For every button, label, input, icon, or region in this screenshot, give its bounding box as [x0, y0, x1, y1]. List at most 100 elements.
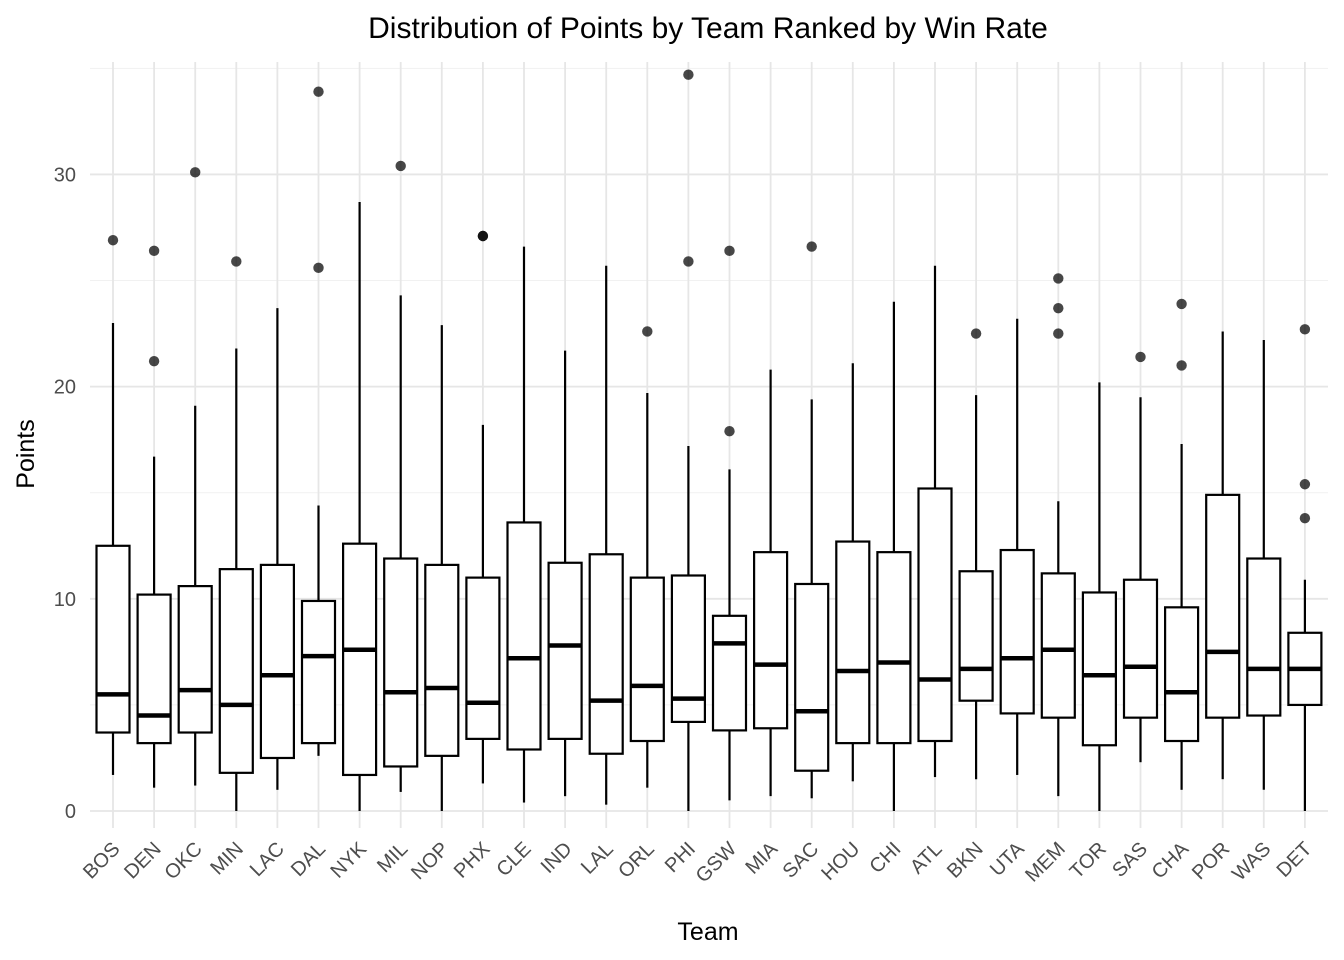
x-tick-label: DET [1273, 838, 1317, 882]
x-tick-label: BKN [943, 838, 988, 883]
outlier-point [1176, 298, 1187, 310]
iqr-box [752, 551, 789, 730]
box-nop [424, 325, 460, 812]
box-atl [917, 265, 953, 778]
box-phi [670, 69, 707, 812]
outlier-point [148, 355, 160, 367]
box-cha [1163, 298, 1200, 790]
iqr-box [1163, 606, 1200, 743]
iqr-box [465, 576, 501, 740]
x-tick-label: POR [1188, 838, 1234, 884]
box-por [1205, 331, 1241, 780]
x-tick-label: MIA [741, 838, 782, 879]
y-axis-title: Points [12, 419, 40, 488]
box-den [136, 245, 172, 788]
outlier-point [724, 426, 735, 437]
iqr-box [136, 593, 172, 745]
iqr-box [259, 563, 295, 760]
box-ind [547, 350, 583, 797]
x-tick-label: UTA [986, 838, 1029, 881]
box-bkn [958, 328, 994, 780]
x-tick-label: DEN [120, 838, 165, 883]
box-sac [794, 241, 830, 799]
box-min [218, 256, 254, 812]
outlier-point [190, 167, 201, 178]
box-okc [177, 167, 213, 786]
iqr-box [629, 576, 665, 743]
box-lal [588, 265, 624, 805]
box-mil [383, 160, 419, 792]
box-orl [629, 326, 665, 788]
outlier-point [1135, 351, 1146, 363]
iqr-box [917, 487, 953, 743]
box-tor [1081, 382, 1118, 812]
x-tick-label: WAS [1228, 838, 1275, 885]
box-nyk [342, 202, 378, 812]
x-tick-label: DAL [287, 838, 330, 881]
box-dal [300, 86, 337, 756]
box-chi [876, 301, 912, 812]
outlier-point [970, 328, 982, 339]
x-tick-label: MIL [373, 838, 412, 877]
x-tick-label: PHX [450, 838, 495, 883]
y-tick-label: 30 [54, 164, 76, 186]
x-tick-label: MIN [206, 838, 247, 879]
box-bos [95, 235, 131, 775]
box-det [1287, 324, 1323, 812]
y-tick-label: 0 [65, 801, 76, 823]
iqr-box [95, 544, 131, 734]
iqr-box [1246, 557, 1282, 717]
outlier-point [724, 245, 735, 257]
x-tick-label: CHI [866, 838, 906, 878]
box-hou [835, 363, 871, 782]
box-sas [1122, 351, 1159, 763]
y-axis-ticks: 0 10 20 30 [54, 164, 76, 823]
iqr-box [958, 570, 994, 702]
x-tick-label: NYK [326, 838, 371, 883]
outlier-point [313, 86, 324, 97]
x-tick-label: NOP [407, 838, 453, 884]
iqr-box [424, 563, 460, 757]
x-tick-label: ATL [906, 838, 946, 878]
x-tick-label: ORL [614, 838, 659, 883]
iqr-box [876, 551, 912, 745]
iqr-box [588, 553, 624, 755]
outlier-point [1053, 273, 1064, 284]
outlier-point [642, 326, 653, 337]
x-tick-label: LAC [246, 838, 289, 881]
x-tick-label: LAL [577, 838, 618, 879]
iqr-box [794, 582, 830, 772]
iqr-box [547, 561, 583, 740]
iqr-box [218, 568, 254, 774]
box-mem [1040, 273, 1076, 797]
iqr-box [1122, 578, 1159, 719]
box-lac [259, 308, 295, 790]
x-tick-label: GSW [692, 838, 741, 887]
x-tick-label: OKC [161, 838, 207, 884]
boxplots [95, 69, 1323, 812]
outlier-point [1053, 328, 1064, 339]
outlier-point [683, 69, 694, 80]
outlier-point [1299, 513, 1311, 524]
chart-title: Distribution of Points by Team Ranked by… [368, 12, 1048, 45]
outlier-point [1176, 360, 1187, 371]
outlier-point [683, 256, 694, 267]
outlier-point [806, 241, 817, 252]
box-mia [752, 369, 789, 797]
box-gsw [711, 245, 748, 801]
x-tick-label: SAS [1108, 838, 1152, 882]
iqr-box [711, 614, 748, 732]
x-tick-label: CHA [1148, 838, 1194, 884]
iqr-box [383, 557, 419, 768]
iqr-box [999, 548, 1035, 715]
outlier-point [1299, 479, 1311, 490]
x-tick-label: CLE [492, 838, 535, 881]
x-tick-label: HOU [817, 838, 864, 885]
y-tick-label: 20 [54, 377, 76, 399]
iqr-box [1081, 591, 1118, 747]
outlier-point [395, 160, 406, 172]
outlier-point [313, 262, 324, 274]
